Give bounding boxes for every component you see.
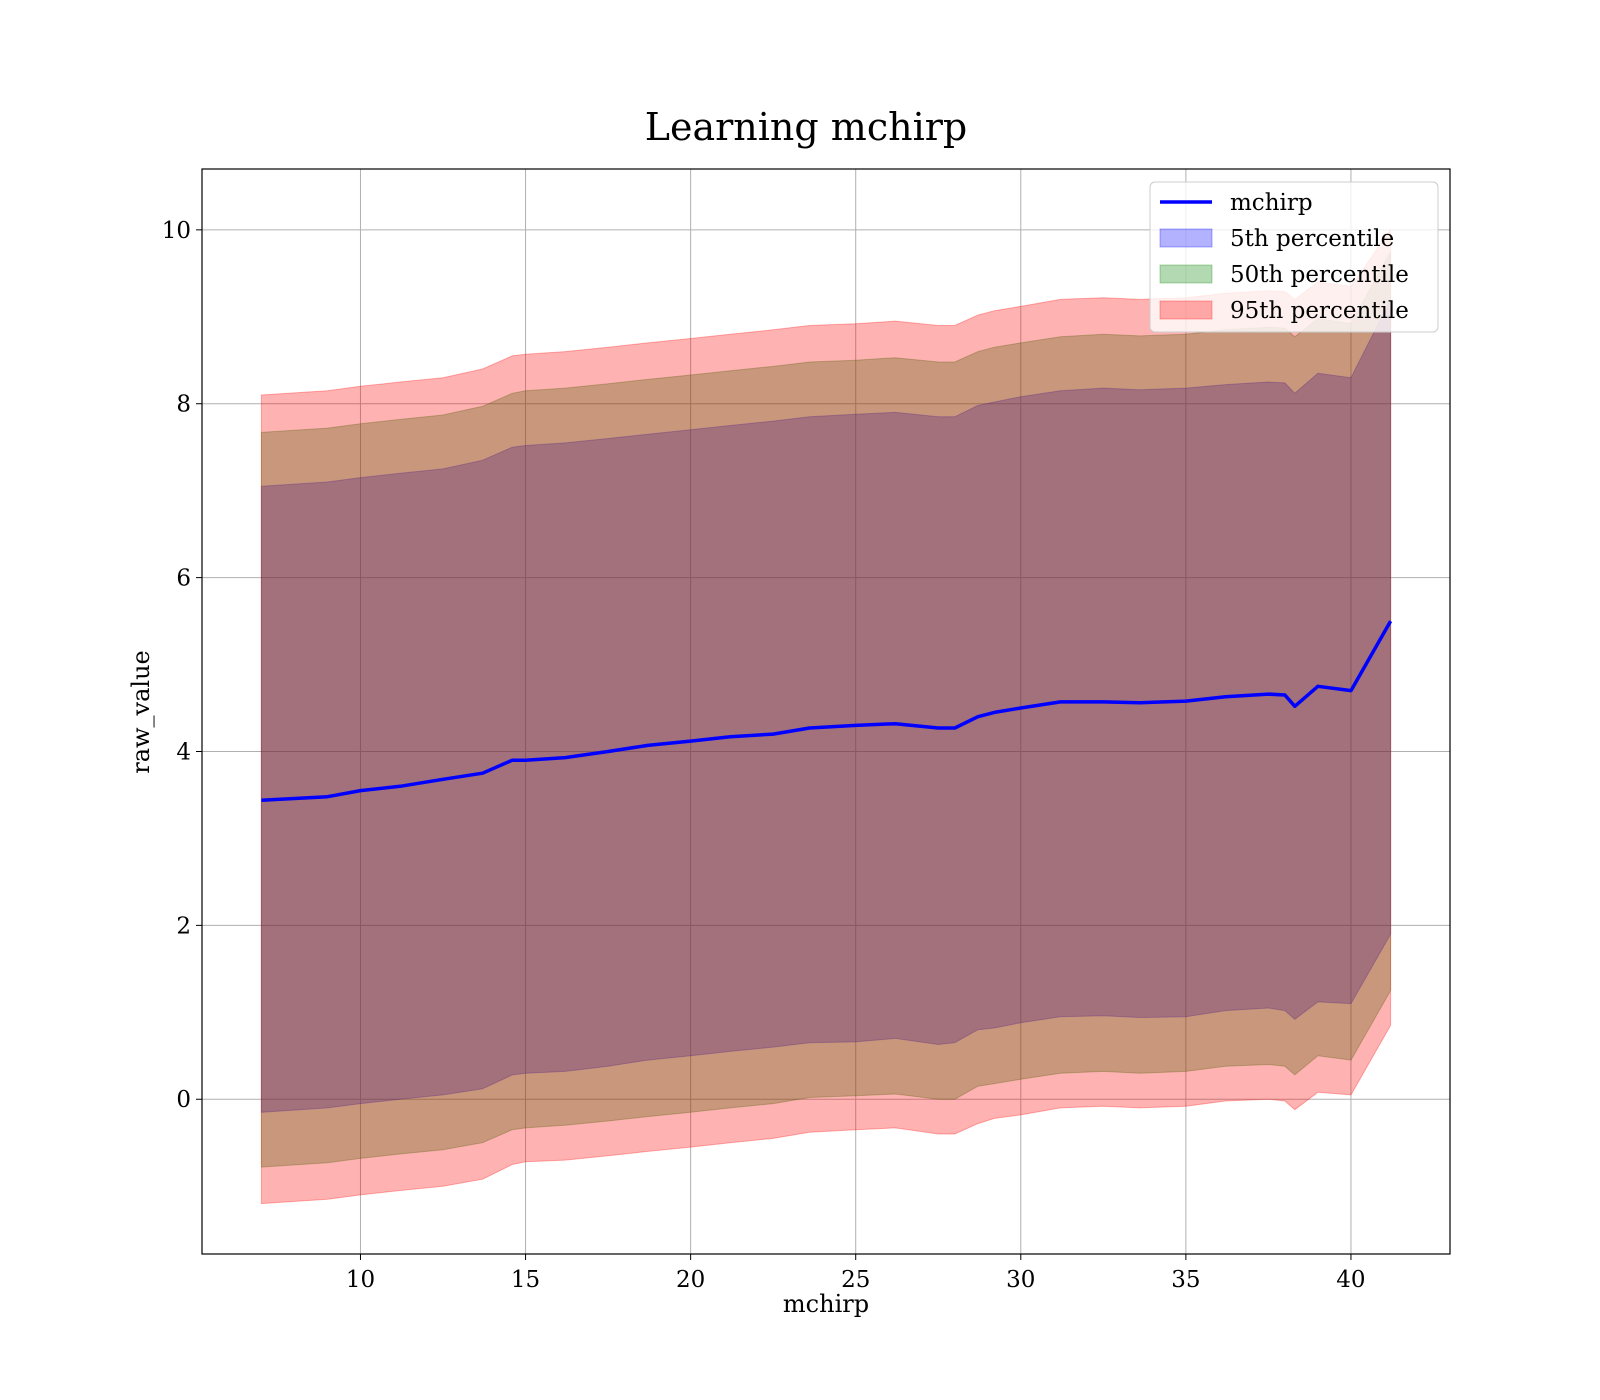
x-tick-label: 40 <box>1336 1267 1365 1293</box>
legend-box <box>1149 181 1439 333</box>
x-tick-label: 25 <box>841 1267 870 1293</box>
x-tick-label: 35 <box>1171 1267 1200 1293</box>
chart-title: Learning mchirp <box>645 105 967 149</box>
band-50th-percentile <box>260 251 1392 1168</box>
y-tick-label: 8 <box>176 392 191 418</box>
y-tick-label: 4 <box>176 739 191 765</box>
legend-95th-percentile-label: 95th percentile <box>1230 298 1409 324</box>
legend-5th-percentile-swatch <box>1159 228 1213 248</box>
legend-5th-percentile-label: 5th percentile <box>1230 226 1394 252</box>
y-axis-label: raw_value <box>127 650 155 774</box>
y-tick-label: 6 <box>176 566 191 592</box>
y-tick-label: 0 <box>176 1087 191 1113</box>
legend-mchirp-label: mchirp <box>1230 190 1313 216</box>
plot-frame <box>201 168 1451 1255</box>
x-tick-label: 10 <box>346 1267 375 1293</box>
grid <box>202 169 1450 1254</box>
y-axis-ticks: 0 2 4 6 8 10 <box>162 218 202 1113</box>
legend-95th-percentile-swatch <box>1159 300 1213 320</box>
legend-50th-percentile-swatch <box>1159 264 1213 284</box>
legend: mchirp 5th percentile 50th percentile 95th … <box>1149 181 1439 333</box>
band-95th-percentile <box>260 228 1392 1205</box>
legend-50th-percentile-label: 50th percentile <box>1230 262 1409 288</box>
x-axis-ticks: 10 15 20 25 30 35 40 <box>346 1254 1366 1293</box>
series-lines <box>261 620 1393 802</box>
x-tick-label: 30 <box>1006 1267 1035 1293</box>
y-tick-label: 10 <box>162 218 191 244</box>
percentile-bands <box>260 228 1392 1205</box>
series-line-mchirp <box>261 620 1393 802</box>
band-5th-percentile <box>260 299 1392 1113</box>
x-tick-label: 20 <box>676 1267 705 1293</box>
y-tick-label: 2 <box>176 913 191 939</box>
x-axis-label: mchirp <box>783 1290 869 1318</box>
x-tick-label: 15 <box>511 1267 540 1293</box>
